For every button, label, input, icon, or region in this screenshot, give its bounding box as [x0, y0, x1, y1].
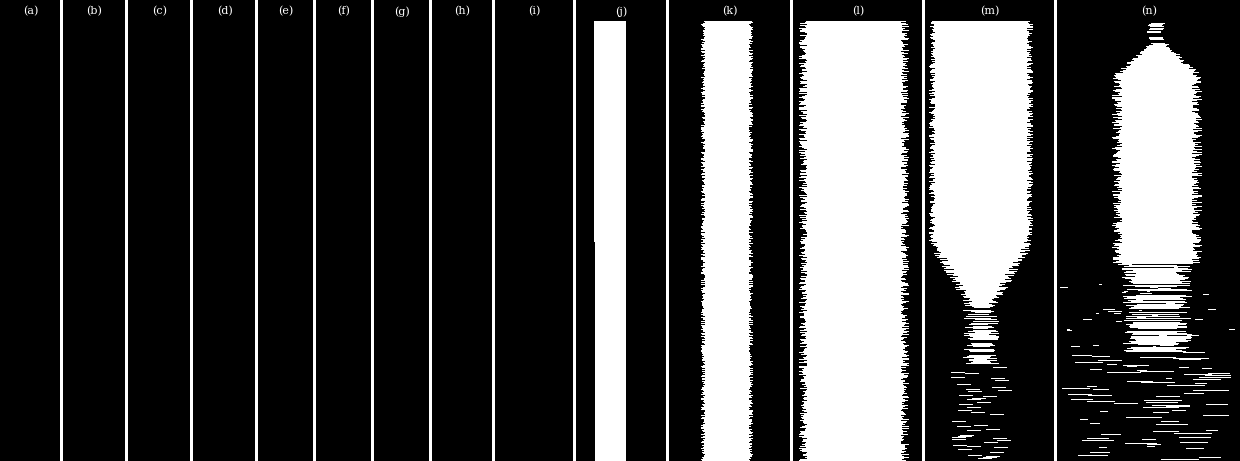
Text: (f): (f) [337, 6, 351, 17]
Text: (d): (d) [217, 6, 232, 17]
Text: (h): (h) [455, 6, 470, 17]
Text: (n): (n) [1141, 6, 1157, 17]
Text: (c): (c) [153, 6, 167, 17]
Text: (k): (k) [722, 6, 738, 17]
Text: (a): (a) [22, 6, 38, 17]
Text: (i): (i) [528, 6, 541, 17]
Text: (b): (b) [87, 6, 103, 17]
Text: (e): (e) [278, 6, 294, 17]
Text: (m): (m) [981, 6, 999, 17]
Text: (l): (l) [852, 6, 864, 17]
Text: (g): (g) [394, 6, 410, 17]
Text: (j): (j) [615, 6, 627, 17]
